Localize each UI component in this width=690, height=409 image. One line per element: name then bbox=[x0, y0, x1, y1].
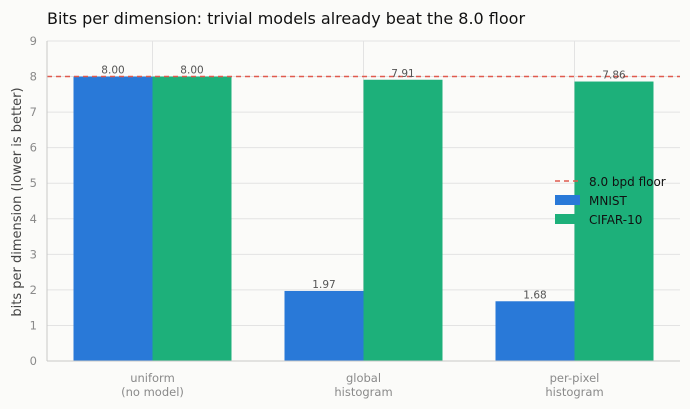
y-tick-label: 7 bbox=[30, 105, 37, 119]
x-tick-label: per-pixel histogram bbox=[545, 371, 603, 399]
x-tick-label-line: histogram bbox=[545, 385, 603, 399]
y-tick-label: 9 bbox=[30, 34, 37, 48]
data-label: 8.00 bbox=[180, 65, 203, 77]
chart-title: Bits per dimension: trivial models alrea… bbox=[47, 9, 525, 28]
data-label: 1.97 bbox=[312, 279, 335, 291]
legend-label-mnist: MNIST bbox=[589, 194, 627, 208]
data-label: 7.91 bbox=[391, 68, 414, 80]
x-tick-label: uniform (no model) bbox=[121, 371, 184, 399]
y-tick-label: 6 bbox=[30, 141, 37, 155]
bar-cifar-10-0 bbox=[152, 76, 232, 362]
x-tick-label-line: per-pixel bbox=[550, 371, 600, 385]
x-tick-label: global histogram bbox=[334, 371, 392, 399]
y-tick-label: 0 bbox=[30, 354, 37, 368]
bar-mnist-1 bbox=[284, 290, 364, 361]
data-label: 7.86 bbox=[602, 70, 626, 82]
legend-label-floor: 8.0 bpd floor bbox=[589, 175, 666, 189]
data-labels: 8.00 1.97 1.68 8.00 7.91 7.86 bbox=[101, 65, 626, 302]
y-tick-label: 1 bbox=[30, 318, 37, 332]
axes bbox=[46, 41, 680, 362]
y-tick-label: 2 bbox=[30, 283, 37, 297]
bar-mnist-2 bbox=[495, 301, 575, 361]
x-tick-label-line: (no model) bbox=[121, 385, 184, 399]
x-tick-labels: uniform (no model)global histogramper-pixe… bbox=[121, 371, 604, 399]
bar-cifar-10-1 bbox=[363, 79, 443, 361]
x-tick-label-line: uniform bbox=[130, 371, 175, 385]
data-label: 1.68 bbox=[523, 289, 546, 301]
legend-swatch-cifar-10 bbox=[555, 214, 580, 224]
data-label: 8.00 bbox=[101, 65, 124, 77]
bar-mnist-0 bbox=[73, 76, 153, 362]
bars bbox=[73, 76, 654, 362]
bar-cifar-10-2 bbox=[574, 81, 654, 362]
legend-swatch-mnist bbox=[555, 195, 580, 205]
x-tick-label-line: global bbox=[346, 371, 381, 385]
legend-label-cifar-10: CIFAR-10 bbox=[589, 213, 642, 227]
y-tick-label: 8 bbox=[30, 70, 37, 84]
legend: 8.0 bpd floor MNIST CIFAR-10 bbox=[555, 175, 666, 227]
y-axis-label: bits per dimension (lower is better) bbox=[10, 87, 25, 316]
y-tick-label: 4 bbox=[30, 212, 37, 226]
y-tick-label: 3 bbox=[30, 247, 37, 261]
x-tick-label-line: histogram bbox=[334, 385, 392, 399]
y-tick-label: 5 bbox=[30, 176, 37, 190]
y-tick-labels: 0 1 2 3 4 5 6 7 8 9 bbox=[30, 34, 37, 368]
